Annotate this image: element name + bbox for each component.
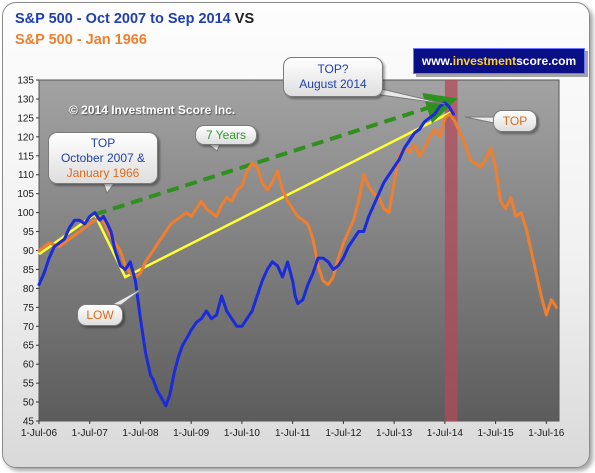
chart-frame: 45 50 55 60 65 70 75 80 85 90 95 100 105 110 115 120 125…	[2, 2, 590, 468]
copyright-notice: © 2014 Investment Score Inc.	[69, 103, 236, 117]
y-tick-label: 120	[17, 132, 34, 143]
callout-top-right: TOP	[493, 110, 537, 132]
y-tick-label: 90	[23, 246, 35, 257]
y-tick-label: 135	[17, 76, 34, 87]
x-tick-label: 1-Jul-15	[478, 428, 515, 439]
y-tick-label: 125	[17, 113, 34, 124]
chart-title-line-2: S&P 500 - Jan 1966	[15, 32, 147, 48]
callout-top-2014-line2: August 2014	[299, 77, 367, 91]
x-tick-label: 1-Jul-14	[427, 428, 464, 439]
website-highlight: investment	[452, 54, 517, 68]
callout-top-2007: TOP October 2007 & January 1966	[48, 132, 158, 184]
x-tick-label: 1-Jul-07	[72, 428, 109, 439]
y-tick-label: 70	[23, 322, 35, 333]
x-tick-label: 1-Jul-10	[224, 428, 261, 439]
chart-title-line-1: S&P 500 - Oct 2007 to Sep 2014 VS	[15, 11, 254, 27]
y-tick-label: 75	[23, 303, 35, 314]
title-blue-series: S&P 500 - Oct 2007 to Sep 2014	[15, 11, 231, 27]
y-tick-label: 115	[18, 151, 34, 162]
series-line-orange	[37, 112, 558, 317]
x-tick-label: 1-Jul-12	[325, 428, 362, 439]
y-tick-label: 130	[17, 94, 34, 105]
y-tick-label: 55	[23, 379, 35, 390]
x-tick-label: 1-Jul-11	[275, 428, 311, 439]
dashed-trend-line	[94, 92, 458, 217]
callout-top-2014-line1: TOP?	[317, 62, 349, 76]
x-tick-label: 1-Jul-06	[21, 428, 58, 439]
title-vs: VS	[234, 11, 255, 27]
callout-low: LOW	[77, 304, 123, 326]
x-tick-label: 1-Jul-13	[376, 428, 413, 439]
website-badge[interactable]: www.investmentscore.com	[413, 48, 585, 74]
y-tick-label: 110	[18, 170, 34, 181]
callout-top-2007-line3: January 1966	[66, 166, 140, 180]
website-suffix: score.com	[516, 54, 577, 68]
x-tick-label: 1-Jul-08	[122, 428, 159, 439]
callout-top-2014: TOP? August 2014	[283, 57, 383, 97]
y-tick-label: 50	[23, 398, 35, 409]
callout-top-2007-line2: October 2007 &	[60, 151, 146, 165]
x-tick-label: 1-Jul-09	[173, 428, 210, 439]
y-tick-label: 105	[17, 189, 34, 200]
y-tick-label: 65	[23, 341, 35, 352]
y-tick-label: 45	[23, 417, 35, 428]
y-tick-label: 100	[17, 208, 34, 219]
highlight-band	[444, 80, 458, 421]
callout-seven-years: 7 Years	[195, 125, 257, 145]
series-line-blue	[37, 101, 455, 408]
y-tick-label: 85	[23, 265, 35, 276]
x-tick-label: 1-Jul-16	[528, 428, 565, 439]
y-tick-label: 80	[23, 284, 35, 295]
website-prefix: www.	[421, 54, 453, 68]
chart-svg: 45 50 55 60 65 70 75 80 85 90 95 100 105 110 115 120 125…	[17, 76, 565, 440]
y-tick-label: 60	[23, 360, 35, 371]
callout-top-2007-line1: TOP	[90, 136, 116, 150]
y-tick-label: 95	[23, 227, 35, 238]
